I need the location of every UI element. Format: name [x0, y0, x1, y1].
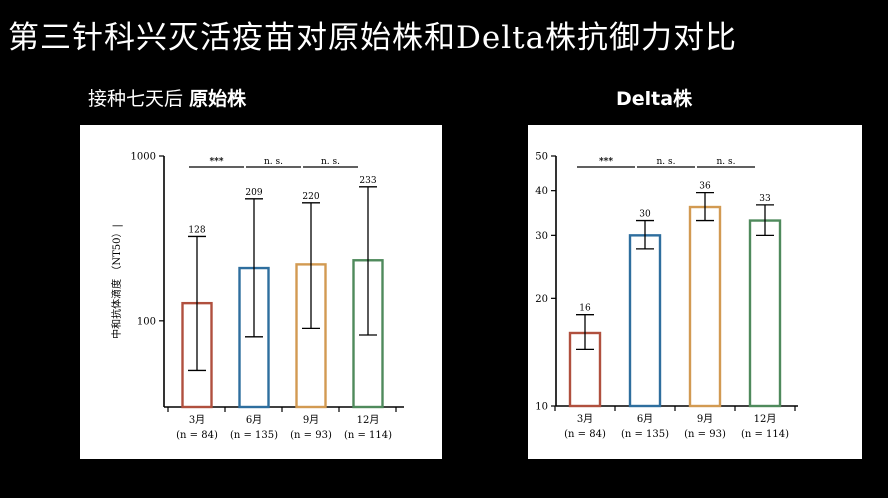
bar-4	[748, 219, 782, 408]
x-tick-label: 12月	[357, 414, 380, 426]
sample-size-label: (n = 114)	[344, 430, 392, 441]
significance-label: n. s.	[264, 157, 283, 167]
sample-size-label: (n = 93)	[684, 429, 726, 440]
x-tick-label: 12月	[754, 413, 777, 425]
y-tick-label: 20	[535, 294, 548, 305]
data-label: 33	[759, 194, 771, 204]
sample-size-label: (n = 135)	[230, 430, 278, 441]
right-panel-title: Delta株	[616, 88, 693, 110]
right-panel-label: Delta株	[616, 84, 692, 111]
x-tick-label: 3月	[189, 414, 205, 426]
left-panel-title: 原始株	[189, 88, 247, 110]
y-tick-label: 50	[535, 152, 548, 163]
bar-3	[688, 205, 722, 408]
y-tick-label: 40	[535, 186, 548, 197]
data-label: 36	[699, 182, 711, 192]
y-axis-label: 中和抗体滴度 （NT50）|	[110, 224, 123, 339]
significance-label: ***	[209, 157, 223, 167]
data-label: 220	[302, 192, 319, 202]
x-tick-label: 6月	[246, 414, 262, 426]
sample-size-label: (n = 114)	[741, 429, 789, 440]
significance-label: n. s.	[321, 157, 340, 167]
right-chart: 10 20 30 40 50 16 3月 (n = 84) 30 6月 (n = 135) 36 9月 (…	[535, 152, 798, 440]
significance-label: n. s.	[717, 157, 736, 167]
x-tick-label: 9月	[697, 413, 713, 425]
data-label: 233	[359, 176, 376, 186]
data-label: 209	[245, 188, 262, 198]
x-tick-label: 6月	[637, 413, 653, 425]
sample-size-label: (n = 84)	[564, 429, 606, 440]
left-panel-label: 接种七天后 原始株	[88, 84, 246, 111]
sample-size-label: (n = 84)	[176, 430, 218, 441]
x-tick-label: 9月	[303, 414, 319, 426]
significance-label: ***	[599, 157, 613, 167]
data-label: 16	[579, 304, 591, 314]
y-tick-label: 30	[535, 231, 548, 242]
y-tick-label: 1000	[131, 152, 156, 163]
left-panel-prefix: 接种七天后	[88, 88, 184, 110]
left-chart-panel: 100 1000 中和抗体滴度 （NT50）| 128 3月 (n = 84) 209 6月 (…	[80, 125, 442, 459]
left-chart: 100 1000 中和抗体滴度 （NT50）| 128 3月 (n = 84) 209 6月 (…	[110, 152, 404, 441]
significance-label: n. s.	[657, 157, 676, 167]
y-tick-label: 100	[137, 316, 156, 327]
data-label: 30	[639, 210, 651, 220]
slide-title: 第三针科兴灭活疫苗对原始株和Delta株抗御力对比	[8, 20, 738, 56]
y-tick-label: 10	[535, 402, 548, 413]
sample-size-label: (n = 135)	[621, 429, 669, 440]
right-chart-panel: 10 20 30 40 50 16 3月 (n = 84) 30 6月 (n = 135) 36 9月 (…	[528, 125, 862, 459]
x-tick-label: 3月	[577, 413, 593, 425]
sample-size-label: (n = 93)	[290, 430, 332, 441]
bar-2	[628, 234, 662, 408]
data-label: 128	[188, 225, 205, 235]
